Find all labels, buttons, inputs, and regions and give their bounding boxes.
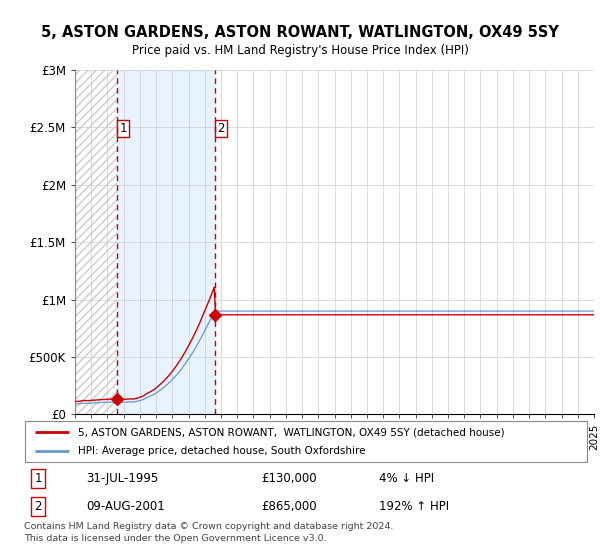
FancyBboxPatch shape: [25, 421, 587, 462]
Text: Contains HM Land Registry data © Crown copyright and database right 2024.: Contains HM Land Registry data © Crown c…: [24, 522, 394, 531]
Text: 5, ASTON GARDENS, ASTON ROWANT, WATLINGTON, OX49 5SY: 5, ASTON GARDENS, ASTON ROWANT, WATLINGT…: [41, 25, 559, 40]
Text: Price paid vs. HM Land Registry's House Price Index (HPI): Price paid vs. HM Land Registry's House …: [131, 44, 469, 57]
Text: 2: 2: [34, 500, 42, 513]
Bar: [117, 70, 215, 414]
Text: 4% ↓ HPI: 4% ↓ HPI: [379, 472, 434, 484]
Text: £865,000: £865,000: [261, 500, 317, 513]
Text: £130,000: £130,000: [261, 472, 317, 484]
Text: 5, ASTON GARDENS, ASTON ROWANT,  WATLINGTON, OX49 5SY (detached house): 5, ASTON GARDENS, ASTON ROWANT, WATLINGT…: [77, 427, 504, 437]
Text: 192% ↑ HPI: 192% ↑ HPI: [379, 500, 449, 513]
Text: 1: 1: [119, 122, 127, 135]
Text: 2: 2: [217, 122, 224, 135]
Bar: [75, 70, 117, 414]
Text: 09-AUG-2001: 09-AUG-2001: [86, 500, 165, 513]
Bar: [75, 70, 117, 414]
Text: This data is licensed under the Open Government Licence v3.0.: This data is licensed under the Open Gov…: [24, 534, 326, 543]
Text: 1: 1: [34, 472, 42, 484]
Text: 31-JUL-1995: 31-JUL-1995: [86, 472, 158, 484]
Text: HPI: Average price, detached house, South Oxfordshire: HPI: Average price, detached house, Sout…: [77, 446, 365, 456]
